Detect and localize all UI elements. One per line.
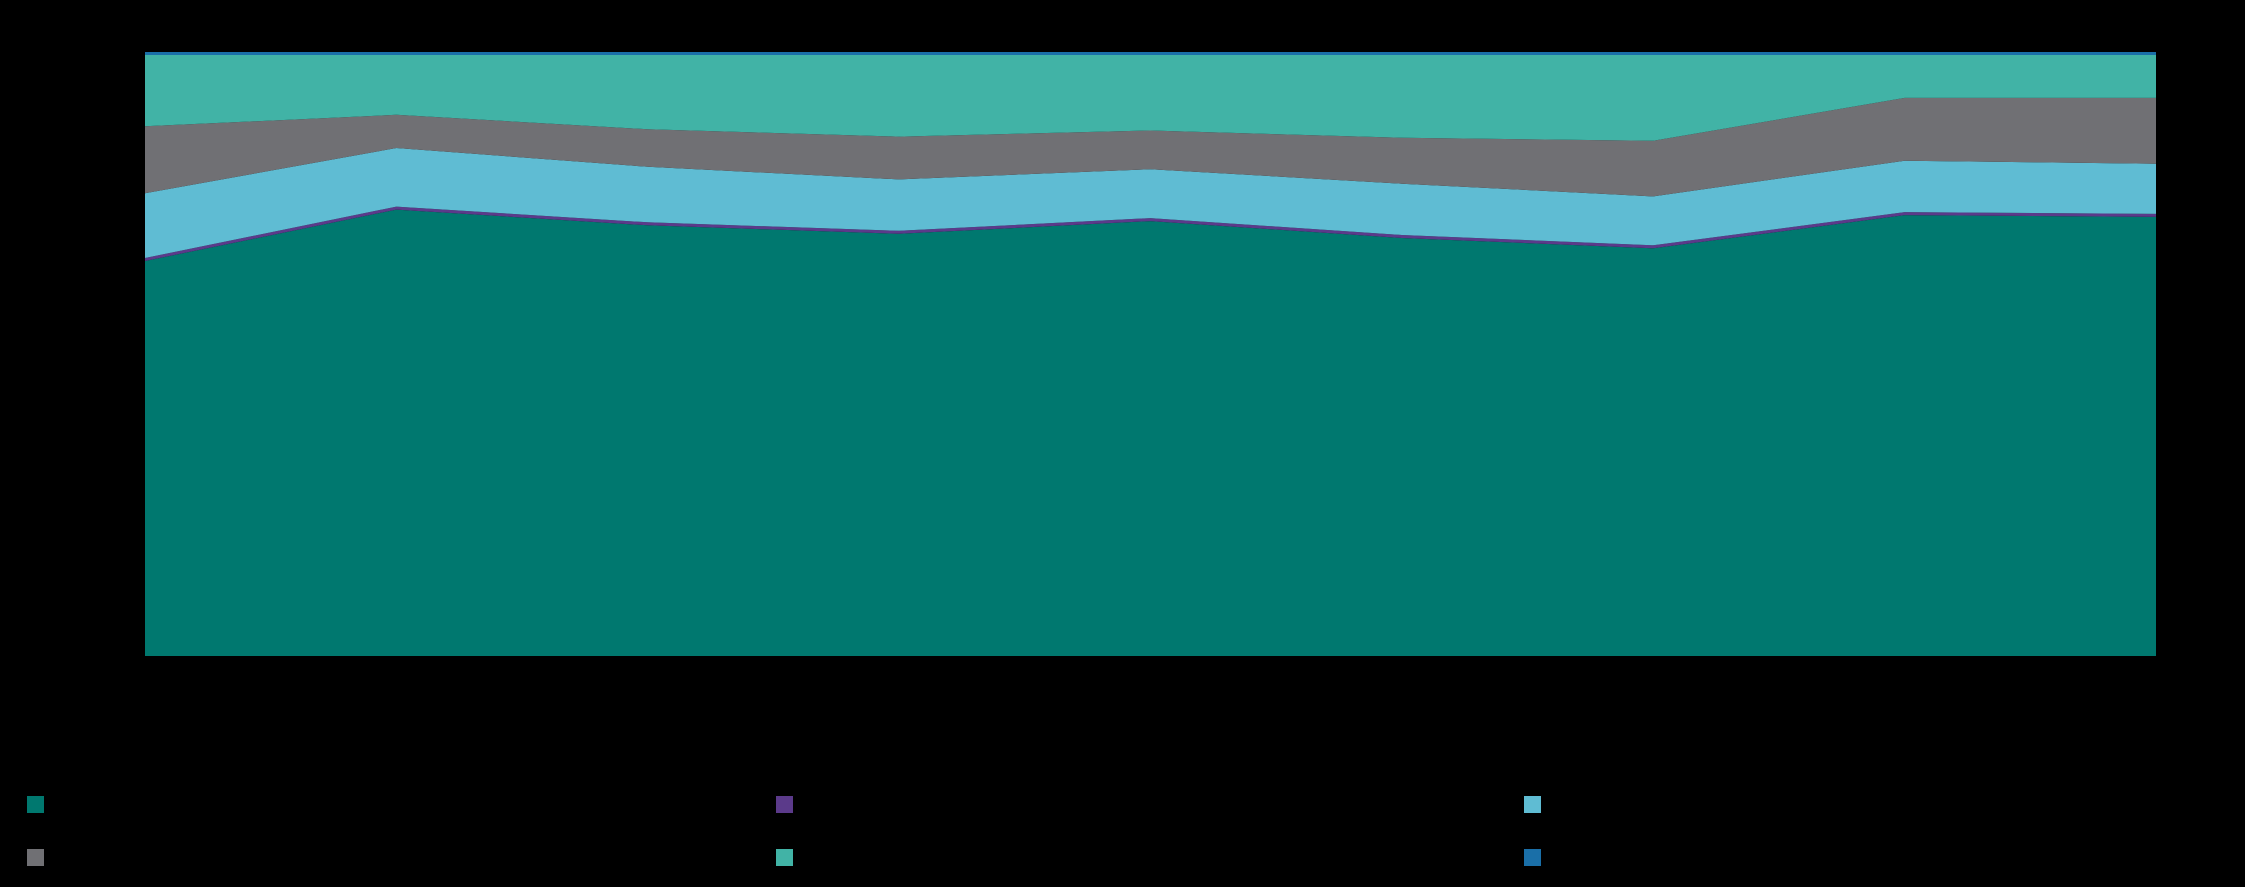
area (145, 148, 2156, 258)
area (145, 209, 2156, 656)
area (145, 55, 2156, 141)
legend-swatch (776, 849, 793, 866)
area (145, 97, 2156, 197)
legend-swatch (27, 849, 44, 866)
legend-swatch (776, 796, 793, 813)
area (145, 206, 2156, 261)
legend-swatch (1524, 796, 1541, 813)
area (145, 52, 2156, 55)
legend-swatch (1524, 849, 1541, 866)
legend-swatch (27, 796, 44, 813)
